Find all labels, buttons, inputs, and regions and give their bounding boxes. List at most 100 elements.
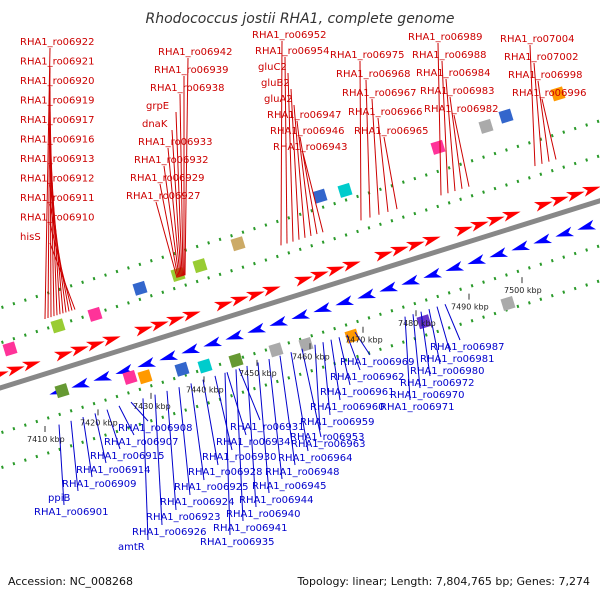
label-connector [49, 203, 70, 312]
reverse-gene-arrow [511, 240, 531, 251]
gene-label: RHA1_ro06923 [146, 512, 221, 523]
reverse-gene-arrow [577, 219, 597, 230]
label-connector [322, 342, 331, 416]
forward-gene-arrow [21, 361, 41, 372]
label-connector [428, 309, 441, 365]
gene-label: RHA1_ro06984 [416, 68, 491, 79]
label-connector [202, 379, 219, 466]
forward-gene-arrow [501, 211, 521, 222]
label-connector [82, 417, 93, 478]
scale-tick-label: 7460 kbp [292, 352, 330, 361]
forward-gene-arrow [101, 336, 121, 347]
forward-gene-arrow [245, 291, 265, 302]
reverse-gene-arrow [93, 370, 113, 381]
label-connector [179, 93, 184, 276]
gene-label: RHA1_ro06921 [20, 57, 95, 68]
label-connector [449, 96, 463, 189]
label-connector [163, 165, 180, 278]
gene-label: amtR [118, 542, 145, 553]
gene-label: RHA1_ro06917 [20, 115, 95, 126]
reverse-gene-arrow [335, 295, 355, 306]
feature-box [500, 296, 516, 311]
feature-box [192, 258, 208, 274]
forward-gene-arrow [533, 201, 553, 212]
gene-label: RHA1_ro06915 [90, 451, 165, 462]
label-connector [171, 129, 182, 277]
gene-label: RHA1_ro06987 [430, 342, 505, 353]
label-connector [537, 80, 550, 162]
feature-box [54, 383, 70, 399]
gene-labels: RHA1_ro06922 RHA1_ro06921 RHA1_ro06920 RHA1… [20, 30, 587, 553]
label-connector [44, 47, 51, 319]
reverse-gene-arrow [379, 281, 399, 292]
label-connector [235, 369, 244, 522]
label-connector [290, 352, 309, 452]
gene-label: RHA1_ro06929 [130, 173, 205, 184]
label-connector [142, 398, 149, 541]
label-connector [420, 311, 431, 377]
forward-gene-arrow [0, 371, 9, 382]
reverse-gene-arrow [71, 377, 91, 388]
gene-label: RHA1_ro06908 [118, 423, 193, 434]
reverse-gene-arrow [181, 343, 201, 354]
forward-gene-arrow [229, 296, 249, 307]
forward-gene-arrow [165, 316, 185, 327]
reverse-gene-arrow [423, 267, 443, 278]
gene-label: RHA1_ro06964 [278, 453, 353, 464]
label-connector [175, 111, 183, 277]
label-connector [49, 242, 76, 310]
gene-label: RHA1_ro06933 [138, 137, 213, 148]
forward-gene-arrow [293, 276, 313, 287]
forward-gene-arrow [69, 346, 89, 357]
gene-label: RHA1_ro06975 [330, 50, 405, 61]
feature-box [550, 86, 566, 102]
forward-gene-arrow [133, 326, 153, 337]
reverse-gene-arrow [445, 260, 465, 271]
label-connector [441, 60, 449, 194]
gene-label: RHA1_ro07004 [500, 34, 575, 45]
label-connector [167, 147, 181, 277]
scale-tick-label: 7440 kbp [186, 385, 224, 394]
gene-label: RHA1_ro06931 [230, 422, 305, 433]
label-connector [155, 201, 178, 278]
label-connector [437, 42, 442, 196]
label-connector [287, 72, 294, 242]
label-connector [154, 394, 163, 526]
feature-box [416, 314, 432, 330]
gene-label: RHA1_ro06952 [252, 30, 327, 41]
scale-tick-label: 7450 kbp [239, 369, 277, 378]
gene-label: grpE [146, 101, 169, 112]
gene-label: RHA1_ro06988 [412, 50, 487, 61]
feature-box [478, 118, 494, 134]
label-connector [214, 375, 233, 451]
feature-box [122, 369, 138, 385]
label-connector [118, 405, 135, 436]
gene-label: RHA1_ro06962 [330, 372, 405, 383]
label-connector [377, 117, 389, 212]
label-connector [354, 331, 371, 356]
reverse-gene-arrow [533, 233, 553, 244]
reverse-gene-arrow [159, 350, 179, 361]
feature-box [174, 361, 190, 377]
label-connector [301, 348, 322, 438]
gene-label: RHA1_ro06971 [380, 402, 455, 413]
forward-gene-arrow [181, 311, 201, 322]
gene-label: RHA1_ro06922 [20, 37, 95, 48]
gene-label: RHA1_ro06941 [213, 523, 288, 534]
label-connector [371, 98, 380, 215]
gene-label: RHA1_ro06916 [20, 135, 95, 146]
gene-label: RHA1_ro06945 [252, 481, 327, 492]
feature-box [87, 306, 103, 322]
gene-label: RHA1_ro06963 [291, 439, 366, 450]
gene-label: gluB2 [261, 78, 290, 89]
label-connector [49, 223, 73, 311]
reverse-gene-arrow [203, 336, 223, 347]
label-connector [280, 40, 283, 246]
label-connector [279, 355, 296, 466]
feature-layer [0, 86, 600, 399]
reverse-gene-arrow [555, 226, 575, 237]
gene-label: RHA1_ro06982 [424, 104, 499, 115]
label-connector [106, 409, 121, 450]
gene-label: RHA1_ro06928 [188, 467, 263, 478]
gene-label: RHA1_ro06967 [342, 88, 417, 99]
